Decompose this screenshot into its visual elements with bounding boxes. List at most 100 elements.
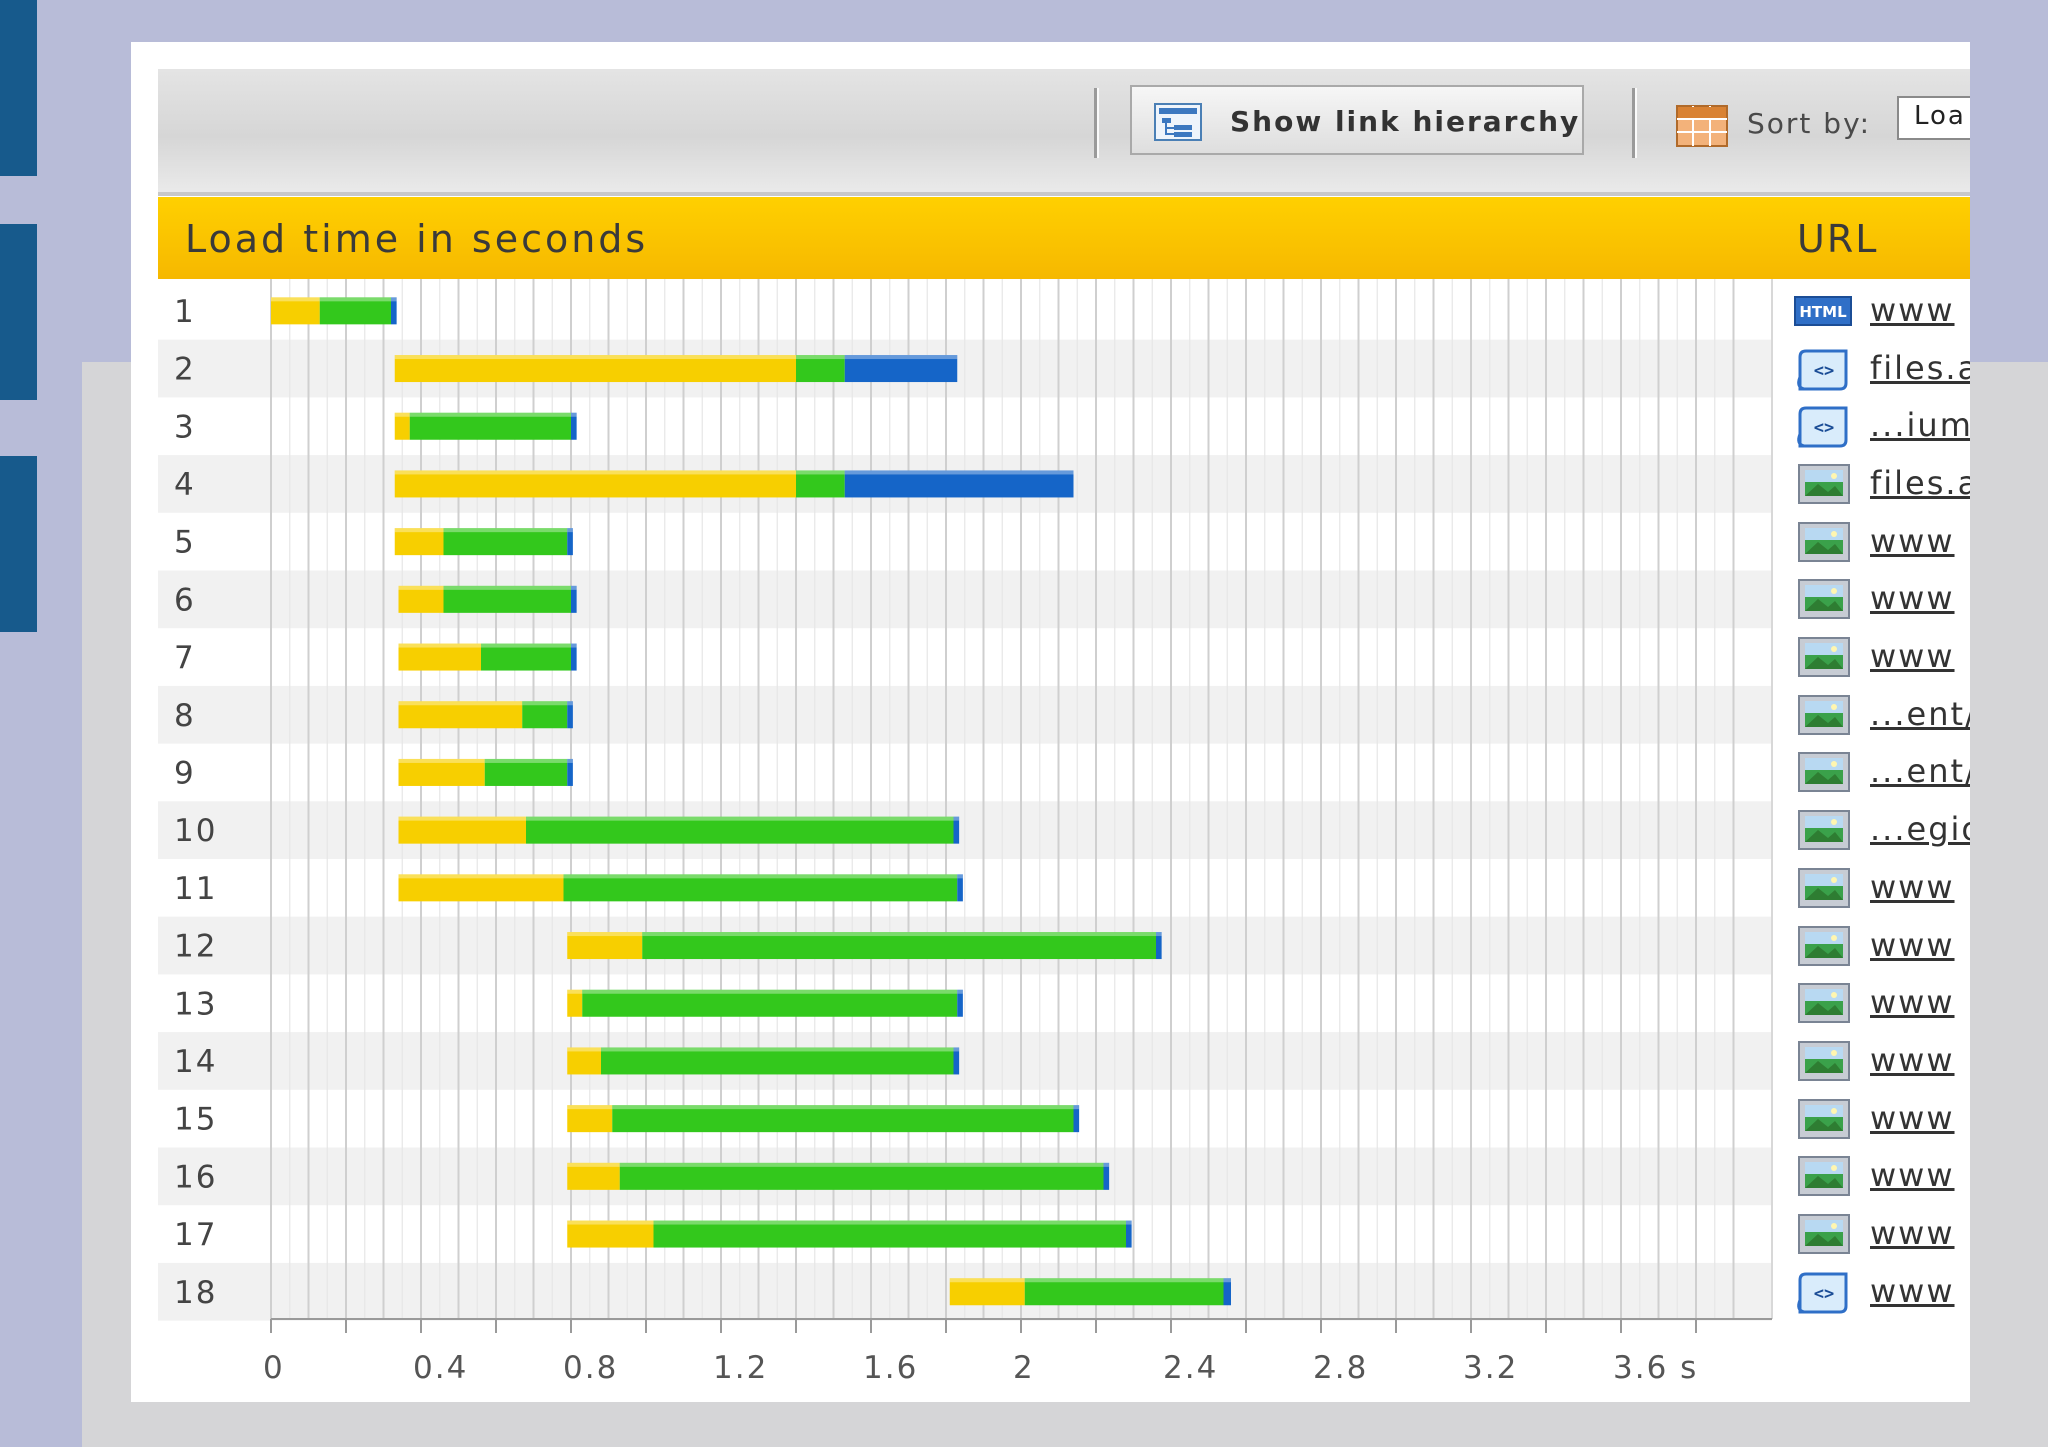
row-number: 13 <box>174 986 217 1022</box>
bar-highlight <box>443 585 571 590</box>
image-icon <box>1798 1156 1850 1200</box>
bar-highlight <box>567 989 583 994</box>
url-link[interactable]: www <box>1870 521 1955 560</box>
bar-segment-load <box>612 1105 1074 1133</box>
url-link[interactable]: www <box>1870 1040 1955 1079</box>
bar-highlight <box>1073 1105 1080 1110</box>
row-number: 14 <box>174 1044 217 1080</box>
url-link[interactable]: www <box>1870 637 1955 676</box>
bar-segment-wait <box>271 297 320 325</box>
bar-segment-transfer <box>1156 932 1162 960</box>
row-number: 1 <box>174 294 196 330</box>
url-link[interactable]: ...ium. <box>1870 406 1970 445</box>
url-column-header[interactable]: URL <box>1797 217 1879 261</box>
bar-highlight <box>1024 1278 1224 1283</box>
url-link[interactable]: www <box>1870 925 1955 964</box>
bar-segment-transfer <box>1126 1220 1132 1248</box>
bar-highlight <box>567 701 573 706</box>
bar-segment-wait <box>394 412 410 440</box>
bar-highlight <box>601 1047 954 1052</box>
side-tab-1[interactable] <box>0 0 37 176</box>
bar-segment-load <box>796 355 845 383</box>
image-icon <box>1798 983 1850 1027</box>
image-icon <box>1798 521 1850 566</box>
bar-highlight <box>796 355 845 360</box>
x-tick-label: 0 <box>263 1350 285 1386</box>
x-tick-label: 2.4 <box>1163 1350 1218 1386</box>
bar-highlight <box>567 528 573 533</box>
bar-highlight <box>844 470 1074 475</box>
bar-highlight <box>953 1047 960 1052</box>
image-icon <box>1798 579 1850 623</box>
url-link[interactable]: www <box>1870 1214 1955 1253</box>
bar-segment-transfer <box>957 874 963 902</box>
bar-highlight <box>844 355 958 360</box>
url-link[interactable]: www <box>1870 867 1955 906</box>
bar-highlight <box>1103 1162 1110 1167</box>
bar-highlight <box>394 470 796 475</box>
bar-highlight <box>582 989 958 994</box>
image-icon <box>1798 925 1850 970</box>
bar-highlight <box>409 412 571 417</box>
bar-highlight <box>522 701 568 706</box>
bar-highlight <box>567 758 573 763</box>
column-header: Load time in seconds URL <box>158 197 1970 279</box>
script-icon: <> <box>1794 404 1852 452</box>
bar-highlight <box>642 932 1156 937</box>
svg-text:<>: <> <box>1814 418 1834 438</box>
bar-highlight <box>398 758 485 763</box>
bar-segment-load <box>522 701 568 729</box>
image-icon <box>1798 1098 1850 1143</box>
bar-highlight <box>394 412 410 417</box>
url-link[interactable]: ...ent/ <box>1870 694 1970 733</box>
bar-highlight <box>571 412 577 417</box>
bar-segment-load <box>443 528 568 556</box>
url-link[interactable]: www <box>1870 290 1955 329</box>
row-number: 11 <box>174 871 217 907</box>
bar-highlight <box>484 758 568 763</box>
bar-highlight <box>394 528 444 533</box>
url-link[interactable]: files.a <box>1870 463 1970 502</box>
bar-segment-transfer <box>953 816 960 844</box>
bar-segment-transfer <box>1103 1162 1110 1190</box>
side-tab-2[interactable] <box>0 224 37 400</box>
url-link[interactable]: files.a <box>1870 348 1970 387</box>
bar-segment-load <box>582 989 958 1017</box>
bar-highlight <box>796 470 845 475</box>
x-tick-label: 0.4 <box>413 1350 468 1386</box>
hierarchy-icon <box>1154 103 1202 141</box>
row-number: 2 <box>174 352 196 388</box>
bar-highlight <box>957 874 963 879</box>
row-number: 4 <box>174 467 196 503</box>
bar-segment-wait <box>567 932 643 960</box>
script-icon: <> <box>1794 347 1852 395</box>
url-link[interactable]: ...ent/ <box>1870 752 1970 791</box>
svg-text:<>: <> <box>1814 361 1834 381</box>
report-panel: Show link hierarchy Sort by: Loa Load ti… <box>131 42 1970 1402</box>
bar-segment-transfer <box>957 989 963 1017</box>
url-link[interactable]: ...egio <box>1870 810 1970 849</box>
html-icon: HTML <box>1794 295 1852 330</box>
url-link[interactable]: www <box>1870 1156 1955 1195</box>
bar-highlight <box>567 1047 601 1052</box>
bar-segment-transfer <box>844 355 958 383</box>
url-link[interactable]: www <box>1870 1098 1955 1137</box>
url-link[interactable]: www <box>1870 983 1955 1022</box>
svg-text:HTML: HTML <box>1799 303 1847 321</box>
bar-highlight <box>1126 1220 1132 1225</box>
bar-segment-transfer <box>953 1047 960 1075</box>
bar-highlight <box>391 297 397 302</box>
show-link-hierarchy-button[interactable]: Show link hierarchy <box>1130 85 1584 155</box>
sort-by-select[interactable]: Loa <box>1897 96 1970 140</box>
toolbar-separator <box>1632 88 1637 158</box>
bar-segment-load <box>796 470 845 498</box>
url-link[interactable]: www <box>1870 579 1955 618</box>
bar-highlight <box>398 874 564 879</box>
bar-segment-transfer <box>567 701 573 729</box>
row-number: 10 <box>174 813 217 849</box>
url-link[interactable]: www <box>1870 1271 1955 1310</box>
image-icon <box>1798 867 1850 912</box>
row-number: 6 <box>174 582 196 618</box>
row-number: 16 <box>174 1159 217 1195</box>
side-tab-3[interactable] <box>0 456 37 632</box>
